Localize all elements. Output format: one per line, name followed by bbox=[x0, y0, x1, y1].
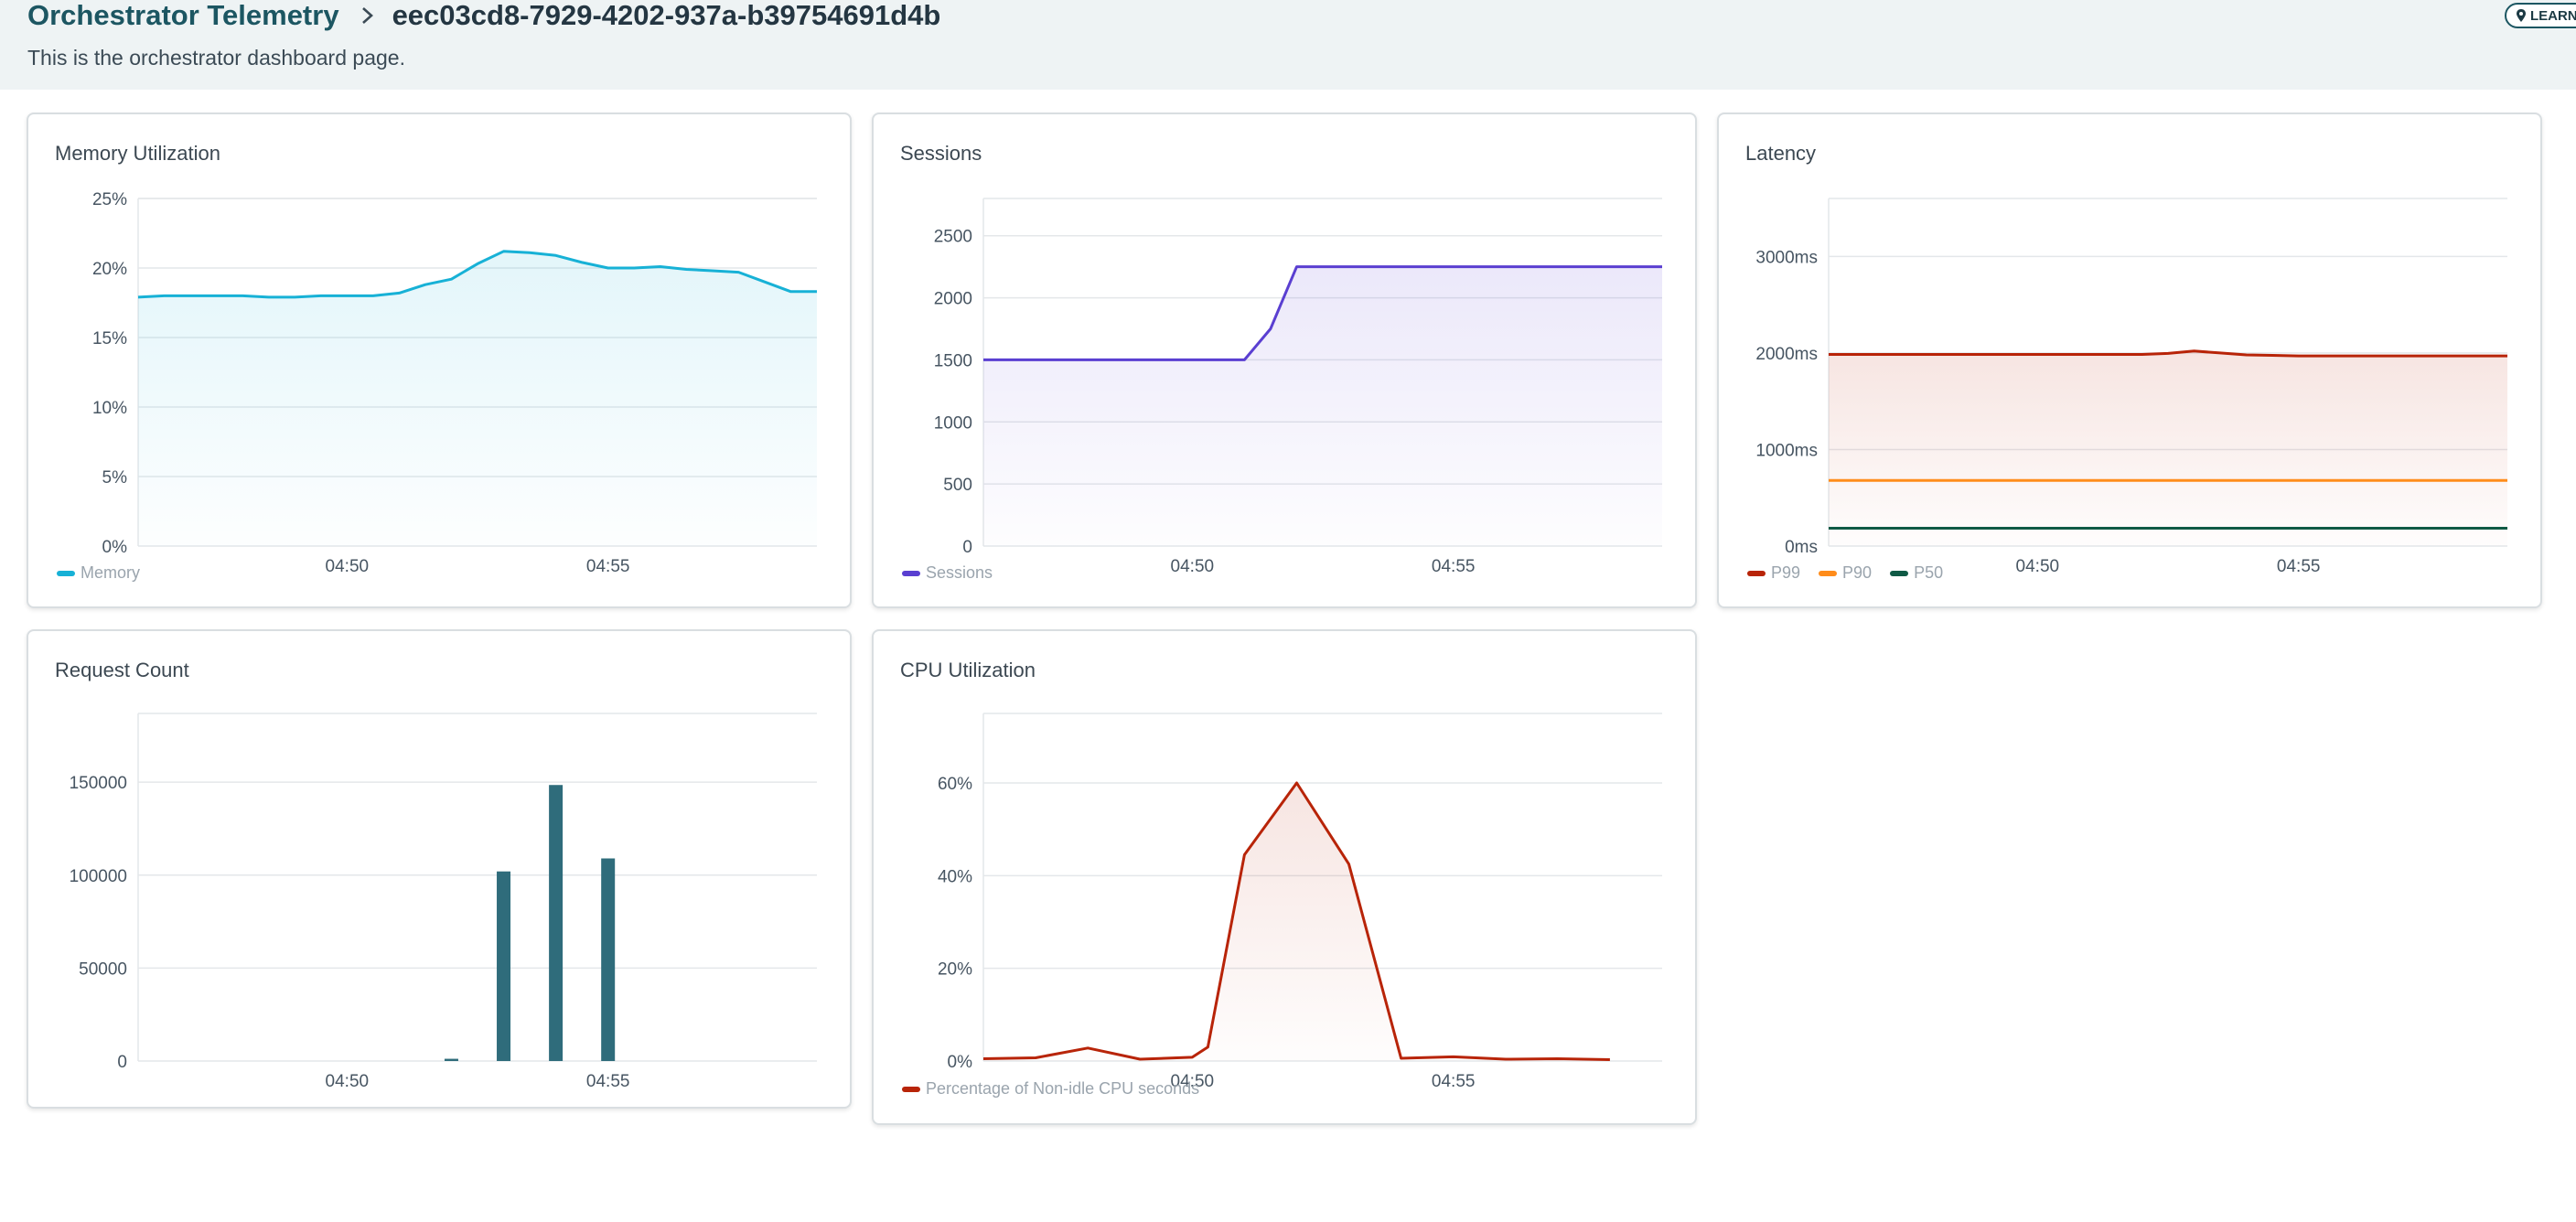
chart-title: Memory Utilization bbox=[55, 142, 220, 165]
learn-button[interactable]: LEARN bbox=[2505, 3, 2576, 28]
x-tick-label: 04:55 bbox=[586, 557, 630, 576]
legend-label: Memory bbox=[80, 563, 141, 582]
legend-swatch bbox=[902, 570, 920, 576]
y-tick-label: 100000 bbox=[70, 867, 127, 886]
x-tick-label: 04:55 bbox=[586, 1072, 630, 1091]
y-tick-label: 2000 bbox=[934, 290, 972, 309]
chart-title: Sessions bbox=[900, 142, 982, 165]
y-tick-label: 0% bbox=[948, 1053, 973, 1072]
y-tick-label: 20% bbox=[92, 260, 127, 279]
chart-legend: Sessions bbox=[902, 563, 993, 583]
chart-title: Request Count bbox=[55, 659, 189, 681]
chevron-right-icon bbox=[361, 7, 373, 24]
bar bbox=[497, 871, 511, 1061]
sessions-card: Sessions 0 500 1000 1500 2000 2500 04:50 04:55 Se… bbox=[872, 113, 1697, 608]
bar bbox=[444, 1058, 458, 1061]
series-area-p99 bbox=[1829, 350, 2507, 546]
chart-plot: 0 50000 100000 150000 04:50 04:55 bbox=[70, 713, 817, 1091]
y-tick-label: 3000ms bbox=[1755, 248, 1818, 267]
chart-plot: 0 500 1000 1500 2000 2500 04:50 04:55 bbox=[934, 198, 1662, 576]
y-tick-label: 50000 bbox=[79, 959, 127, 979]
series-line-sessions bbox=[983, 265, 1662, 361]
x-tick-label: 04:55 bbox=[1432, 557, 1476, 576]
series-line-percentage-of-non-idle-cpu-seconds bbox=[982, 781, 1610, 1061]
y-tick-label: 1000ms bbox=[1755, 441, 1818, 460]
chart-legend: P99 P90 P50 bbox=[1747, 563, 1943, 583]
y-tick-label: 20% bbox=[938, 960, 972, 980]
request-count-card: Request Count 0 50000 100000 150000 04:50 04:5… bbox=[27, 629, 852, 1109]
legend-label: P90 bbox=[1842, 563, 1873, 582]
series-line-p99 bbox=[1829, 349, 2507, 358]
legend-swatch bbox=[1819, 570, 1838, 576]
learn-label: LEARN bbox=[2530, 7, 2576, 24]
x-tick-label: 04:50 bbox=[2016, 557, 2060, 576]
legend-item[interactable]: Sessions bbox=[902, 563, 993, 583]
series-area-percentage-of-non-idle-cpu-seconds bbox=[983, 783, 1610, 1061]
legend-item[interactable]: P50 bbox=[1890, 563, 1943, 583]
series-area-memory bbox=[138, 251, 817, 546]
bar bbox=[549, 785, 564, 1061]
series-line-memory bbox=[137, 250, 817, 299]
latency-card: Latency 0ms 1000ms 2000ms 3000ms 04:50 04:55 P9… bbox=[1717, 113, 2542, 608]
y-tick-label: 0 bbox=[117, 1053, 127, 1072]
x-tick-label: 04:50 bbox=[326, 1072, 370, 1091]
pin-icon bbox=[2517, 9, 2526, 22]
page-header: Orchestrator Telemetry eec03cd8-7929-420… bbox=[0, 0, 2576, 91]
chart-legend: Memory bbox=[57, 563, 140, 583]
legend-swatch bbox=[1747, 570, 1766, 576]
legend-swatch bbox=[57, 570, 75, 576]
x-tick-label: 04:55 bbox=[1432, 1072, 1476, 1091]
legend-label: P99 bbox=[1771, 563, 1801, 582]
chart-title: Latency bbox=[1745, 142, 1817, 165]
y-tick-label: 1500 bbox=[934, 351, 972, 370]
chart-legend: Percentage of Non-idle CPU seconds bbox=[902, 1079, 1199, 1099]
page-title: eec03cd8-7929-4202-937a-b39754691d4b bbox=[392, 0, 941, 31]
x-tick-label: 04:50 bbox=[1171, 557, 1215, 576]
bar bbox=[601, 858, 616, 1061]
y-tick-label: 60% bbox=[938, 775, 972, 794]
chart-plot: 0% 20% 40% 60% 04:50 04:55 bbox=[938, 713, 1662, 1091]
y-tick-label: 0ms bbox=[1785, 538, 1818, 557]
y-tick-label: 40% bbox=[938, 867, 972, 886]
legend-item[interactable]: Percentage of Non-idle CPU seconds bbox=[902, 1079, 1199, 1099]
memory-utilization-card: Memory Utilization 0% 5% 10% 15% 20% 25% 04:50 0… bbox=[27, 113, 852, 608]
legend-label: Percentage of Non-idle CPU seconds bbox=[926, 1079, 1200, 1098]
y-tick-label: 0% bbox=[102, 538, 128, 557]
breadcrumb: Orchestrator Telemetry eec03cd8-7929-420… bbox=[27, 0, 940, 37]
chart-title: CPU Utilization bbox=[900, 659, 1036, 681]
dashboard-grid: Memory Utilization 0% 5% 10% 15% 20% 25% 04:50 0… bbox=[0, 90, 2576, 1222]
y-tick-label: 10% bbox=[92, 399, 127, 418]
chart-plot: 0ms 1000ms 2000ms 3000ms 04:50 04:55 bbox=[1755, 198, 2507, 576]
y-tick-label: 150000 bbox=[70, 774, 127, 793]
y-tick-label: 2500 bbox=[934, 228, 972, 247]
legend-label: Sessions bbox=[926, 563, 993, 582]
y-tick-label: 5% bbox=[102, 468, 128, 488]
series-area-sessions bbox=[983, 266, 1662, 546]
legend-item[interactable]: Memory bbox=[57, 563, 140, 583]
legend-item[interactable]: P99 bbox=[1747, 563, 1800, 583]
x-tick-label: 04:50 bbox=[326, 557, 370, 576]
y-tick-label: 0 bbox=[962, 538, 972, 557]
legend-label: P50 bbox=[1914, 563, 1944, 582]
y-tick-label: 2000ms bbox=[1755, 345, 1818, 364]
x-tick-label: 04:55 bbox=[2277, 557, 2321, 576]
legend-swatch bbox=[1890, 570, 1909, 576]
y-tick-label: 1000 bbox=[934, 413, 972, 433]
x-tick-label: 04:50 bbox=[1171, 1072, 1215, 1091]
legend-swatch bbox=[902, 1086, 920, 1092]
breadcrumb-root-link[interactable]: Orchestrator Telemetry bbox=[27, 0, 339, 31]
page-subtitle: This is the orchestrator dashboard page. bbox=[27, 46, 405, 70]
chart-plot: 0% 5% 10% 15% 20% 25% 04:50 04:55 bbox=[92, 190, 817, 576]
y-tick-label: 500 bbox=[943, 476, 972, 495]
legend-item[interactable]: P90 bbox=[1819, 563, 1872, 583]
cpu-utilization-card: CPU Utilization 0% 20% 40% 60% 04:50 04:55 Perc… bbox=[872, 629, 1697, 1125]
y-tick-label: 15% bbox=[92, 329, 127, 348]
y-tick-label: 25% bbox=[92, 190, 127, 209]
